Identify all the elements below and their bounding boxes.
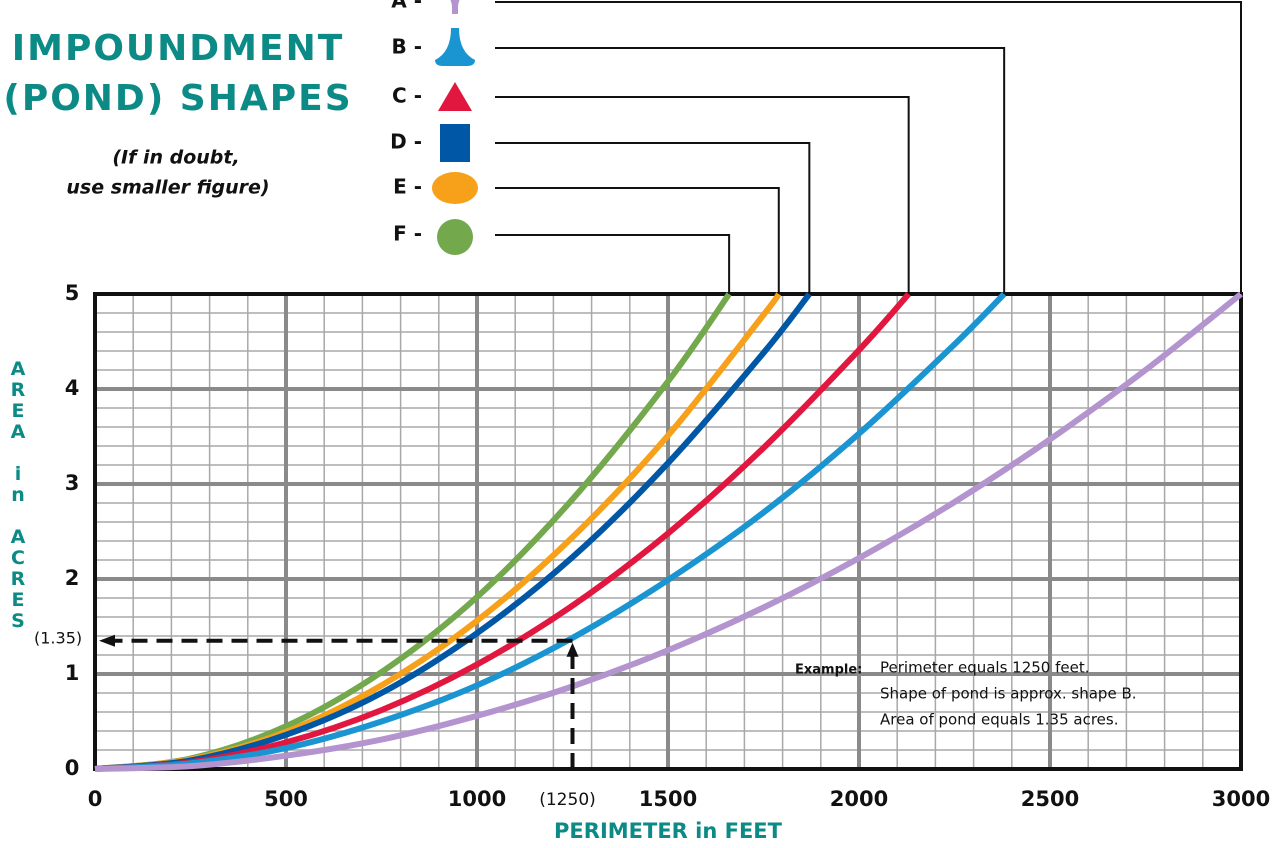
legend-marker bbox=[432, 172, 478, 204]
x-tick-label: 1500 bbox=[639, 787, 697, 811]
legend-label: D - bbox=[390, 130, 422, 154]
y-tick-label: 5 bbox=[65, 281, 80, 305]
legend-connector bbox=[495, 1, 1242, 294]
x-tick-label: 2500 bbox=[1021, 787, 1079, 811]
legend-label: B - bbox=[391, 35, 422, 59]
legend-label: E - bbox=[393, 175, 422, 199]
x-tick-label: 1000 bbox=[448, 787, 506, 811]
legend-connector bbox=[495, 187, 780, 294]
legend-connector bbox=[495, 96, 910, 294]
example-label: Example: bbox=[795, 663, 862, 678]
chart-subtitle: use smaller figure) bbox=[66, 177, 269, 199]
y-tick-label: 0 bbox=[65, 756, 80, 780]
legend-marker bbox=[438, 82, 472, 111]
legend-marker bbox=[440, 124, 470, 162]
x-axis-label: PERIMETER in FEET bbox=[554, 819, 783, 843]
x-tick-label: 0 bbox=[88, 787, 103, 811]
legend-label: A - bbox=[391, 0, 422, 13]
series-line bbox=[94, 292, 911, 772]
y-tick-label: 2 bbox=[65, 566, 80, 590]
legend-label: F - bbox=[393, 222, 422, 246]
y-tick-label: 4 bbox=[65, 376, 80, 400]
x-tick-label: 500 bbox=[264, 787, 308, 811]
guide-y-label: (1.35) bbox=[34, 628, 82, 647]
legend-marker bbox=[450, 0, 460, 14]
legend-connector bbox=[495, 234, 731, 294]
example-text: Perimeter equals 1250 feet. bbox=[880, 659, 1090, 677]
guide-arrow bbox=[99, 634, 115, 647]
legend-label: C - bbox=[392, 84, 422, 108]
plot-frame bbox=[93, 292, 1243, 771]
legend-connector bbox=[495, 142, 811, 294]
legend-connector bbox=[495, 47, 1006, 294]
series-line bbox=[94, 291, 1007, 772]
example-text: Shape of pond is approx. shape B. bbox=[880, 685, 1137, 703]
x-tick-label: 3000 bbox=[1212, 787, 1270, 811]
series-line bbox=[94, 291, 1243, 772]
chart-title: (POND) SHAPES bbox=[3, 78, 352, 119]
y-tick-label: 3 bbox=[65, 471, 80, 495]
chart-title: IMPOUNDMENT bbox=[12, 28, 345, 69]
guide-arrow bbox=[566, 642, 579, 657]
chart-subtitle: (If in doubt, bbox=[112, 147, 239, 169]
example-text: Area of pond equals 1.35 acres. bbox=[880, 711, 1118, 729]
y-axis-label: AREA in ACRES bbox=[7, 358, 29, 631]
x-tick-label: 2000 bbox=[830, 787, 888, 811]
guide-x-label: (1250) bbox=[539, 790, 596, 810]
legend-marker bbox=[437, 219, 473, 255]
y-tick-label: 1 bbox=[65, 661, 80, 685]
legend-marker bbox=[435, 28, 475, 66]
series-line bbox=[94, 292, 812, 772]
